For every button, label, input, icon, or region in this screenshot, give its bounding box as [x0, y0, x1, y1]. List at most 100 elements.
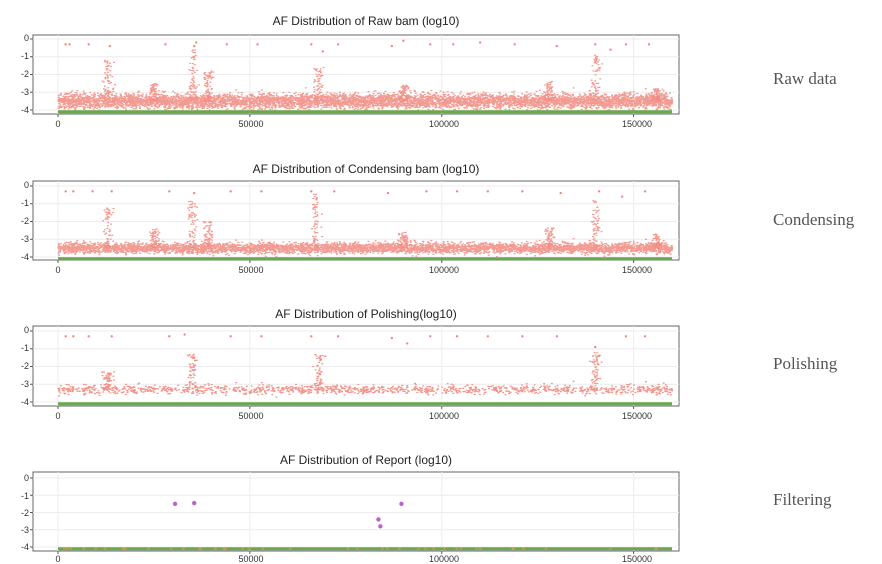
x-tick-label: 50000 — [238, 411, 263, 421]
data-point — [376, 517, 381, 522]
data-marks-raw — [57, 39, 674, 114]
data-point — [319, 358, 323, 361]
baseline-accent-point — [103, 547, 107, 551]
y-tick-label: -4 — [21, 105, 29, 115]
data-point — [597, 354, 601, 358]
y-tick-label: -4 — [21, 252, 29, 262]
data-point — [225, 43, 229, 46]
data-point — [620, 195, 624, 198]
x-tick-label: 100000 — [429, 119, 459, 129]
baseline-accent-point — [123, 547, 127, 551]
data-point — [64, 190, 67, 193]
chart-panel-filtering: AF Distribution of Report (log10) 0 -1 -… — [21, 453, 832, 564]
data-marks-polishing — [57, 333, 674, 406]
data-point — [390, 44, 394, 48]
data-point — [193, 191, 196, 195]
data-point — [555, 44, 559, 48]
x-tick-label: 50000 — [238, 265, 263, 275]
data-point — [609, 48, 612, 51]
data-point — [452, 43, 455, 46]
x-tick-label: 0 — [55, 119, 60, 129]
x-tick-label: 50000 — [238, 554, 263, 564]
data-point — [168, 190, 171, 193]
baseline-accent-point — [169, 547, 173, 551]
baseline-accent-point — [214, 547, 217, 551]
data-point — [455, 190, 459, 193]
y-tick-label: -1 — [21, 343, 29, 353]
variant-point-band — [57, 238, 674, 259]
data-point — [229, 190, 232, 193]
y-tick-label: -1 — [21, 51, 29, 61]
data-point — [110, 190, 113, 193]
data-point — [386, 191, 390, 195]
baseline-accent-point — [459, 547, 463, 551]
y-tick-label: -2 — [21, 216, 29, 226]
baseline-accent-point — [182, 547, 185, 551]
data-point — [64, 335, 67, 338]
side-label-condensing: Condensing — [773, 210, 855, 229]
baseline-accent-point — [443, 547, 446, 551]
x-tick-label: 100000 — [429, 411, 459, 421]
data-point — [478, 41, 482, 44]
data-marks-filtering — [58, 500, 672, 551]
x-tick-label: 0 — [55, 411, 60, 421]
side-label-filtering: Filtering — [773, 490, 832, 509]
baseline-accent-point — [121, 547, 125, 551]
data-point — [108, 44, 112, 48]
baseline-accent-point — [66, 547, 69, 551]
baseline-accent-point — [380, 547, 384, 551]
data-point — [310, 190, 313, 193]
baseline-accent-point — [82, 547, 86, 551]
baseline-accent-point — [417, 547, 420, 551]
baseline-accent-point — [62, 547, 66, 551]
baseline-accent-point — [69, 547, 73, 551]
side-label-raw-data: Raw data — [773, 69, 837, 88]
data-point — [390, 336, 394, 340]
y-axis-condensing: 0 -1 -2 -3 -4 — [21, 180, 29, 262]
x-tick-label: 100000 — [429, 554, 459, 564]
data-point — [647, 43, 651, 46]
y-tick-label: -3 — [21, 379, 29, 389]
y-tick-label: -4 — [21, 542, 29, 552]
data-point — [555, 335, 559, 338]
chart-title-condensing: AF Distribution of Condensing bam (log10… — [253, 162, 480, 176]
baseline-accent-point — [198, 547, 202, 551]
chart-title-polishing: AF Distribution of Polishing(log10) — [275, 307, 456, 321]
data-point — [87, 335, 90, 338]
data-point — [643, 190, 647, 193]
data-point — [559, 191, 562, 195]
plot-area-filtering — [32, 471, 680, 552]
data-point — [513, 43, 516, 46]
variant-point-spikes — [101, 49, 664, 102]
data-point — [486, 190, 489, 193]
data-point — [455, 335, 459, 338]
gridlines-polishing — [30, 326, 679, 409]
chart-panel-raw: AF Distribution of Raw bam (log10) 0 -1 … — [21, 14, 837, 129]
y-tick-label: 0 — [24, 473, 29, 483]
baseline-accent-point — [288, 547, 292, 551]
data-point — [72, 335, 75, 338]
baseline-accent-point — [522, 547, 525, 551]
data-point — [336, 335, 340, 338]
data-point — [183, 333, 186, 336]
data-point — [110, 335, 113, 338]
y-axis-polishing: 0 -1 -2 -3 -4 — [21, 325, 29, 407]
data-point — [624, 43, 628, 46]
variant-point-band — [57, 87, 674, 112]
x-tick-label: 150000 — [622, 411, 652, 421]
baseline-accent-point — [423, 547, 427, 551]
data-point — [310, 335, 313, 338]
data-point — [91, 190, 94, 193]
baseline-accent-point — [247, 547, 251, 551]
baseline-accent-point — [654, 547, 658, 551]
data-point — [597, 190, 601, 193]
x-axis-filtering: 0 50000 100000 150000 — [55, 554, 652, 564]
y-axis-raw: 0 -1 -2 -3 -4 — [21, 33, 29, 115]
data-point — [168, 335, 171, 338]
baseline-accent-point — [511, 547, 515, 551]
data-point — [193, 356, 196, 359]
data-point — [594, 345, 597, 349]
data-point — [193, 44, 196, 48]
gridlines-filtering — [30, 472, 679, 554]
baseline-accent-point — [223, 547, 227, 551]
